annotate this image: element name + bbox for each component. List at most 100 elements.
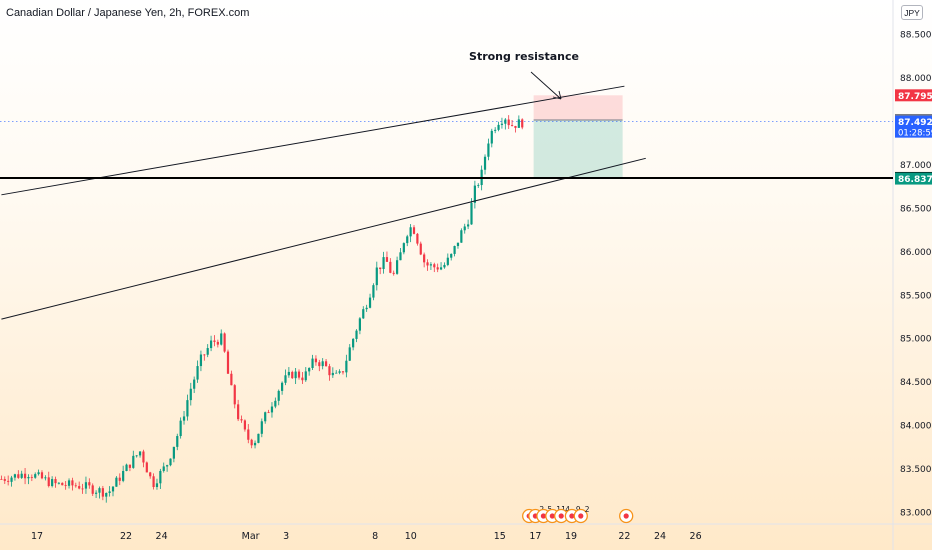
countdown-label: 01:28:59 — [898, 129, 932, 139]
candle-body — [281, 382, 284, 391]
candle-body — [274, 400, 277, 407]
candle-body — [270, 406, 274, 413]
candle-body — [166, 465, 169, 467]
candle-body — [382, 257, 385, 270]
candle-body — [331, 372, 334, 376]
event-flag-dot — [540, 513, 547, 519]
candle-body — [40, 472, 44, 479]
event-flag-dot — [569, 513, 575, 519]
stop-loss-zone — [533, 95, 623, 120]
candle-body — [314, 358, 318, 363]
candle-body — [477, 185, 480, 186]
candle-body — [389, 261, 392, 273]
y-tick-label: 84.500 — [900, 378, 932, 388]
candle-body — [81, 488, 84, 490]
candle-body — [324, 361, 328, 367]
candle-body — [423, 254, 426, 263]
candle-body — [209, 340, 213, 349]
candle-body — [172, 446, 175, 459]
price-label-tag — [895, 115, 932, 138]
event-markers: 2511492 — [522, 505, 634, 524]
candle-body — [51, 479, 54, 487]
candle-body — [213, 340, 216, 342]
candle-body — [345, 360, 348, 373]
candle-body — [318, 362, 321, 367]
candle-body — [470, 202, 473, 225]
candle-body — [433, 264, 436, 268]
candle-body — [155, 483, 159, 488]
event-flag-dot — [558, 513, 564, 519]
x-tick-label: 26 — [690, 531, 702, 542]
candle-body — [138, 451, 142, 456]
candle-body — [240, 419, 243, 421]
y-tick-label: 84.000 — [900, 422, 932, 432]
candle-body — [402, 243, 405, 253]
candle-body — [30, 477, 33, 478]
y-tick-label: 88.500 — [900, 31, 932, 41]
x-tick-label: 8 — [372, 531, 378, 542]
candle-body — [379, 267, 382, 270]
y-tick-label: 88.000 — [900, 74, 932, 84]
candle-body — [152, 476, 155, 488]
annotation-arrow — [530, 71, 562, 100]
x-tick-label: 22 — [618, 531, 630, 542]
take-profit-zone — [533, 119, 623, 178]
candle-body — [375, 267, 378, 286]
trendline-1 — [1, 85, 625, 196]
candle-body — [260, 421, 263, 434]
candle-body — [399, 252, 402, 261]
candle-body — [98, 488, 101, 493]
candle-body — [368, 297, 372, 308]
candle-body — [125, 464, 128, 471]
candle-body — [264, 412, 267, 422]
price-label-tag — [895, 89, 932, 102]
candle-body — [287, 371, 290, 376]
trendline-2 — [1, 157, 646, 320]
candle-body — [196, 366, 199, 380]
candle-body — [0, 478, 3, 480]
candle-body — [88, 482, 91, 486]
candle-body — [94, 492, 98, 494]
currency-button[interactable]: JPY — [901, 5, 923, 20]
candle-body — [169, 458, 172, 466]
candles — [0, 115, 524, 503]
candle-body — [365, 307, 368, 310]
candle-body — [142, 451, 145, 463]
x-tick-label: 24 — [156, 531, 168, 542]
candle-body — [436, 267, 439, 270]
candle-body — [294, 371, 297, 379]
candle-body — [23, 473, 27, 479]
candle-body — [111, 486, 115, 492]
candle-body — [372, 285, 375, 298]
candle-body — [237, 404, 240, 420]
candle-body — [67, 480, 71, 486]
candle-body — [84, 482, 88, 489]
candle-body — [473, 185, 476, 203]
candle-body — [159, 470, 162, 484]
candle-body — [7, 480, 10, 482]
x-tick-label: 17 — [529, 531, 541, 542]
event-count: 2 — [585, 505, 590, 514]
candle-body — [78, 486, 81, 489]
candle-body — [34, 474, 37, 478]
candle-body — [47, 477, 50, 487]
candle-body — [267, 412, 270, 414]
candle-body — [226, 351, 230, 374]
candle-body — [220, 333, 223, 345]
y-tick-label: 87.000 — [900, 161, 932, 171]
candle-body — [500, 123, 504, 125]
candle-body — [328, 366, 331, 376]
candle-body — [189, 388, 192, 401]
candle-body — [176, 436, 179, 447]
candle-body — [321, 361, 324, 367]
candle-body — [216, 341, 219, 345]
candle-body — [101, 488, 104, 497]
x-tick-label: 3 — [283, 531, 289, 542]
candle-body — [132, 455, 135, 468]
y-tick-label: 85.000 — [900, 335, 932, 345]
candle-body — [341, 371, 345, 373]
candle-body — [105, 492, 108, 497]
candle-body — [521, 119, 524, 128]
